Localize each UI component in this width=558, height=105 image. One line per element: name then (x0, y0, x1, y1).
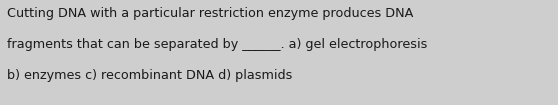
Text: fragments that can be separated by ______. a) gel electrophoresis: fragments that can be separated by _____… (7, 38, 427, 51)
Text: Cutting DNA with a particular restriction enzyme produces DNA: Cutting DNA with a particular restrictio… (7, 7, 413, 20)
Text: b) enzymes c) recombinant DNA d) plasmids: b) enzymes c) recombinant DNA d) plasmid… (7, 69, 292, 82)
